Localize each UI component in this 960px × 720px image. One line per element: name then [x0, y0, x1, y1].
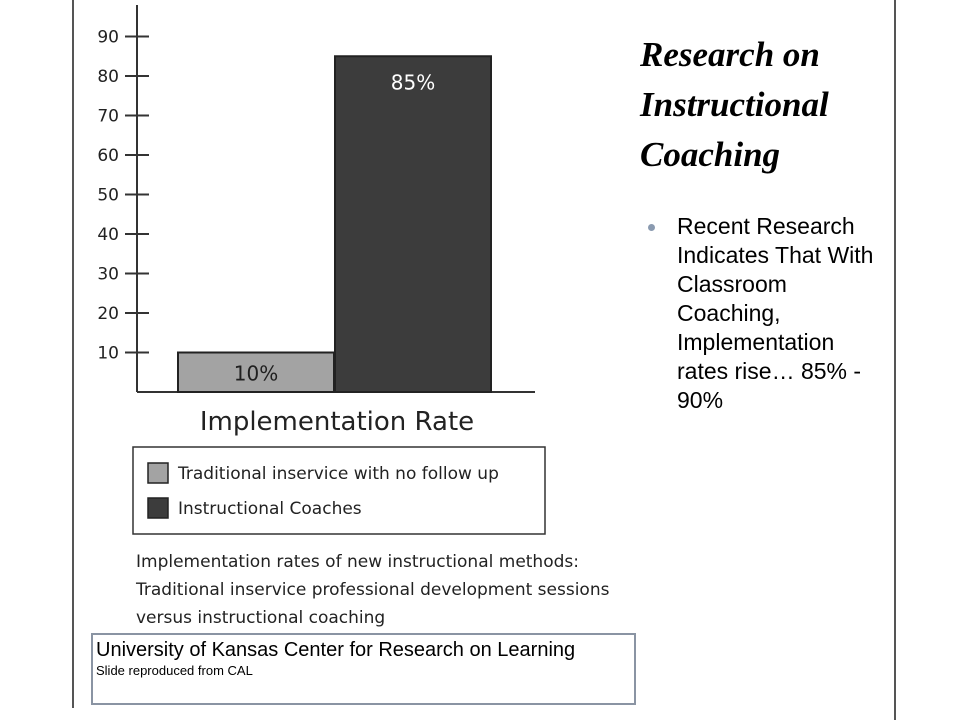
slide-right-edge	[894, 0, 896, 720]
y-tick-label-90: 90	[97, 28, 119, 48]
legend-swatch-2	[147, 497, 169, 519]
source-note: Slide reproduced from CAL	[96, 663, 253, 678]
source-box: University of Kansas Center for Research…	[91, 633, 636, 705]
bullet-text: Recent Research Indicates That With Clas…	[677, 213, 874, 413]
legend-swatch-1	[147, 462, 169, 484]
y-tick-label-60: 60	[97, 146, 119, 166]
bullet-item: Recent Research Indicates That With Clas…	[648, 212, 888, 415]
bullet-dot-icon	[648, 224, 655, 231]
y-tick-label-50: 50	[97, 186, 119, 206]
legend: Traditional inservice with no follow up I…	[132, 446, 546, 535]
x-axis-label: Implementation Rate	[200, 407, 474, 437]
y-tick-label-80: 80	[97, 67, 119, 87]
y-tick-label-30: 30	[97, 265, 119, 285]
source-citation: University of Kansas Center for Research…	[96, 639, 576, 661]
bullet-list: Recent Research Indicates That With Clas…	[648, 212, 888, 415]
y-tick-label-40: 40	[97, 225, 119, 245]
legend-label-1: Traditional inservice with no follow up	[177, 464, 499, 484]
legend-box	[132, 446, 546, 535]
implementation-rate-chart: 10 20 30 40 50 60 70 80 90 10% 85% Implementation…	[97, 5, 546, 535]
bar-label-2: 85%	[391, 70, 435, 94]
chart-caption: Implementation rates of new instructiona…	[136, 552, 610, 628]
slide-left-edge	[72, 0, 74, 708]
bar-label-1: 10%	[234, 361, 278, 385]
y-tick-label-70: 70	[97, 107, 119, 127]
slide-title: Research on Instructional Coaching	[640, 35, 829, 174]
bar-2	[334, 55, 492, 393]
y-tick-label-20: 20	[97, 304, 119, 324]
legend-label-2: Instructional Coaches	[178, 499, 362, 519]
y-tick-label-10: 10	[97, 344, 119, 364]
